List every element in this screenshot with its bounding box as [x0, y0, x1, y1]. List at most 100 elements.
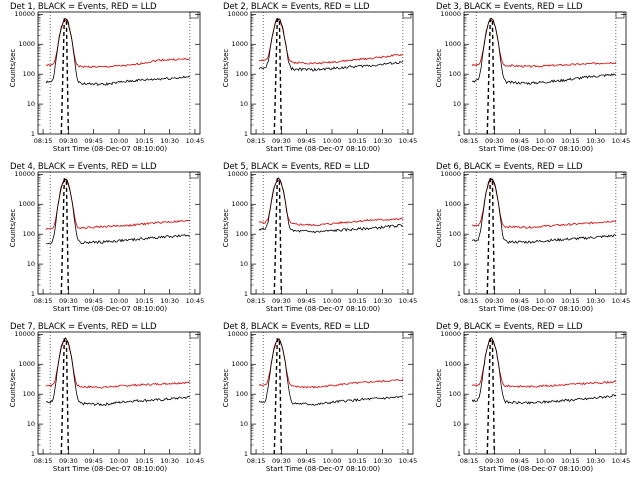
y-tick-label: 10000: [227, 330, 248, 339]
panel-title: Det 9, BLACK = Events, RED = LLD: [436, 322, 583, 332]
x-tick-label: 10:30: [373, 297, 392, 305]
y-tick-label: 100: [22, 390, 35, 399]
panel-plot: [250, 331, 414, 455]
plot-frame: [250, 331, 414, 455]
x-axis-label: Start Time (08-Dec-07 08:10:00): [478, 305, 594, 313]
x-tick-label: 08:15: [246, 137, 266, 145]
x-tick-label: 09:45: [510, 137, 530, 145]
panel-title: Det 5, BLACK = Events, RED = LLD: [223, 162, 370, 172]
corner-marker: [189, 331, 199, 339]
y-tick-label: 10: [26, 420, 35, 429]
y-tick-label: 1: [243, 290, 248, 298]
detector-panel-7: Det 7, BLACK = Events, RED = LLD 1 10 100 10…: [0, 320, 213, 480]
detector-panel-8: Det 8, BLACK = Events, RED = LLD 1 10 100 10…: [213, 320, 426, 480]
detector-panel-2: Det 2, BLACK = Events, RED = LLD 1 10 100 10…: [213, 0, 426, 160]
y-axis-label: Counts/sec: [9, 48, 17, 88]
x-tick-label: 09:45: [84, 297, 104, 305]
y-tick-label: 1: [456, 450, 461, 458]
panel-plot: [37, 11, 201, 135]
x-tick-label: 10:45: [185, 457, 205, 465]
x-tick-label: 10:15: [134, 457, 154, 465]
x-tick-label: 09:45: [297, 297, 317, 305]
y-tick-label: 1000: [231, 360, 248, 369]
y-tick-label: 1000: [444, 360, 461, 369]
x-tick-label: 08:15: [246, 297, 266, 305]
y-axis-label: Counts/sec: [435, 208, 443, 248]
peak-dashed-envelope: [486, 338, 496, 455]
y-axis-label: Counts/sec: [222, 208, 230, 248]
y-tick-label: 100: [235, 390, 248, 399]
y-tick-label: 1: [243, 130, 248, 138]
x-tick-label: 10:45: [185, 137, 205, 145]
panel-plot: [463, 171, 627, 295]
y-tick-label: 100: [235, 70, 248, 79]
x-tick-label: 10:15: [347, 297, 367, 305]
x-tick-label: 08:15: [33, 137, 53, 145]
events-series-line: [471, 337, 617, 405]
x-tick-label: 10:45: [398, 137, 418, 145]
events-series-line: [45, 178, 190, 245]
x-tick-label: 10:30: [373, 137, 392, 145]
plot-frame: [37, 331, 201, 455]
y-axis-label: Counts/sec: [222, 368, 230, 408]
y-tick-label: 10000: [14, 330, 35, 339]
x-tick-label: 09:30: [59, 297, 78, 305]
panel-title: Det 7, BLACK = Events, RED = LLD: [10, 322, 157, 332]
x-tick-label: 09:30: [272, 297, 291, 305]
plot-frame: [37, 11, 201, 135]
events-series-line: [46, 337, 191, 407]
y-tick-label: 10: [452, 260, 461, 269]
x-axis-label: Start Time (08-Dec-07 08:10:00): [265, 145, 381, 153]
y-tick-label: 100: [22, 70, 35, 79]
x-tick-label: 10:15: [347, 137, 367, 145]
x-tick-label: 08:15: [459, 297, 479, 305]
detector-panel-6: Det 6, BLACK = Events, RED = LLD 1 10 100 10…: [426, 160, 639, 320]
y-tick-label: 100: [22, 230, 35, 239]
y-tick-label: 10000: [440, 10, 461, 19]
x-tick-label: 10:30: [160, 457, 179, 465]
x-tick-label: 10:00: [109, 457, 129, 465]
x-tick-label: 09:30: [272, 457, 291, 465]
y-tick-label: 10: [239, 420, 248, 429]
peak-dashed-envelope: [273, 178, 283, 295]
x-tick-label: 09:45: [297, 137, 317, 145]
y-axis-label: Counts/sec: [9, 208, 17, 248]
y-tick-label: 100: [448, 230, 461, 239]
x-axis-label: Start Time (08-Dec-07 08:10:00): [478, 465, 594, 473]
x-tick-label: 10:00: [109, 137, 129, 145]
x-axis-label: Start Time (08-Dec-07 08:10:00): [265, 465, 381, 473]
x-tick-label: 09:30: [485, 457, 504, 465]
lld-series-line: [45, 18, 191, 69]
x-tick-label: 10:45: [611, 457, 631, 465]
y-tick-label: 10: [239, 100, 248, 109]
x-axis-label: Start Time (08-Dec-07 08:10:00): [52, 465, 168, 473]
peak-dashed-envelope: [60, 18, 70, 135]
x-axis-label: Start Time (08-Dec-07 08:10:00): [478, 145, 594, 153]
x-tick-label: 10:00: [535, 137, 555, 145]
panel-title: Det 1, BLACK = Events, RED = LLD: [10, 2, 157, 12]
peak-dashed-envelope: [60, 338, 70, 455]
corner-marker: [402, 11, 412, 19]
x-tick-label: 09:45: [510, 297, 530, 305]
detector-panel-4: Det 4, BLACK = Events, RED = LLD 1 10 100 10…: [0, 160, 213, 320]
lld-series-line: [471, 179, 617, 229]
corner-marker: [615, 171, 625, 179]
x-tick-label: 10:45: [398, 297, 418, 305]
x-tick-label: 09:30: [272, 137, 291, 145]
x-tick-label: 10:30: [160, 137, 179, 145]
peak-dashed-envelope: [273, 18, 283, 135]
x-tick-label: 10:15: [560, 297, 580, 305]
y-tick-label: 1: [30, 130, 35, 138]
x-tick-label: 10:30: [373, 457, 392, 465]
y-tick-label: 10000: [14, 10, 35, 19]
y-tick-label: 1000: [444, 200, 461, 209]
x-tick-label: 08:15: [33, 457, 53, 465]
corner-marker: [402, 331, 412, 339]
x-tick-label: 10:15: [560, 457, 580, 465]
y-tick-label: 1: [456, 290, 461, 298]
x-tick-label: 10:45: [611, 297, 631, 305]
x-axis-label: Start Time (08-Dec-07 08:10:00): [52, 305, 168, 313]
x-tick-label: 09:45: [297, 457, 317, 465]
x-tick-label: 08:15: [459, 137, 479, 145]
